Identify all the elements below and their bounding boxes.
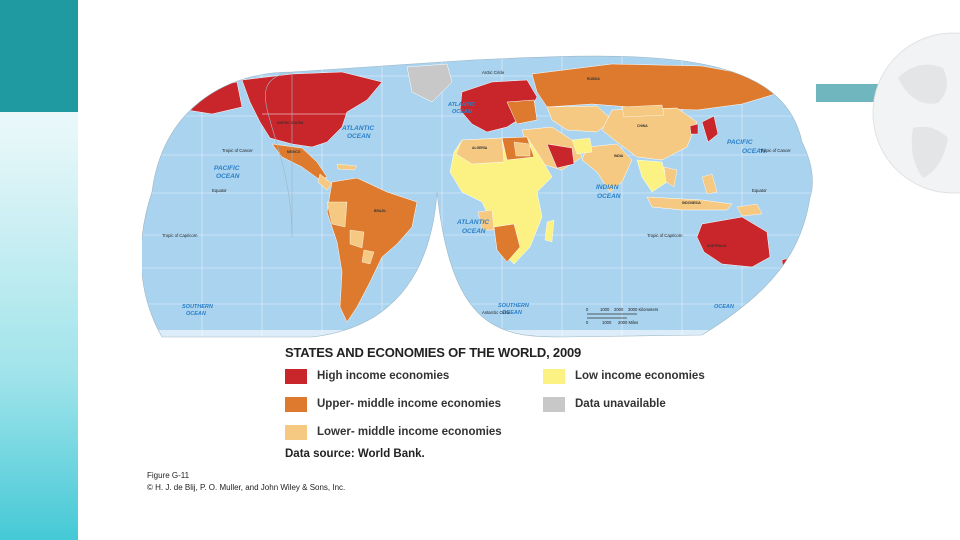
world-map: ATLANTIC OCEAN ATLANTIC OCEAN PACIFIC OCEAN… [140,52,822,347]
legend-swatch [285,369,307,384]
svg-text:3000 Kilometers: 3000 Kilometers [628,307,658,312]
equator-east-label: Equator [752,188,767,193]
figure-credits: Figure G-11 © H. J. de Blij, P. O. Mulle… [147,470,345,494]
india-label: INDIA [614,154,624,158]
svg-text:1000: 1000 [602,320,612,325]
legend-swatch [285,425,307,440]
legend-item-data-unavailable: Data unavailable [543,397,743,413]
legend-item-high-income: High income economies [285,369,525,385]
atlantic-north-label: ATLANTIC OCEAN [341,125,374,140]
russia-label: RUSSIA [587,77,600,81]
tropic-capricorn-west-label: Tropic of Capricorn [162,233,198,238]
legend-label: Upper- middle income economies [317,398,502,410]
legend-item-upper-middle-income: Upper- middle income economies [285,397,525,413]
tropic-capricorn-east-label: Tropic of Capricorn [647,233,683,238]
tropic-cancer-east-label: Tropic of Cancer [760,148,791,153]
brazil-label: BRAZIL [374,209,386,213]
mexico-label: MEXICO [287,150,301,154]
indonesia-label: INDONESIA [682,201,701,205]
algeria-label: ALGERIA [472,146,488,150]
legend-label: Low income economies [575,370,705,382]
map-legend: STATES AND ECONOMIES OF THE WORLD, 2009 … [285,345,745,475]
legend-item-lower-middle-income: Lower- middle income economies [285,425,525,441]
map-title: STATES AND ECONOMIES OF THE WORLD, 2009 [285,345,582,360]
svg-text:2000 Miles: 2000 Miles [618,320,638,325]
legend-label: Data unavailable [575,398,666,410]
globe-watermark-icon [872,32,960,194]
legend-swatch [285,397,307,412]
usa-label: UNITED STATES [277,121,304,125]
legend-swatch [543,369,565,384]
legend-item-low-income: Low income economies [543,369,743,385]
svg-text:0: 0 [586,307,589,312]
svg-text:0: 0 [586,320,589,325]
indian-ocean-label: INDIAN OCEAN [596,184,621,200]
svg-text:2000: 2000 [614,307,624,312]
southern-west-label: SOUTHERN OCEAN [182,304,214,317]
map-ocean [142,56,813,337]
tropic-cancer-west-label: Tropic of Cancer [222,148,253,153]
figure-label: Figure G-11 [147,471,190,480]
legend-label: High income economies [317,370,450,382]
pacific-east-label: PACIFIC OCEAN [727,139,766,155]
pacific-west-label: PACIFIC OCEAN [214,165,240,180]
data-source-note: Data source: World Bank. [285,448,425,460]
atlantic-north-2-label: ATLANTIC OCEAN [447,102,476,115]
legend-label: Lower- middle income economies [317,426,502,438]
australia-label: AUSTRALIA [707,244,727,248]
southern-east-label: OCEAN [714,304,735,310]
svg-text:1000: 1000 [600,307,610,312]
legend-swatch [543,397,565,412]
left-accent-block [0,0,78,112]
china-label: CHINA [637,124,648,128]
antarctic-circle-label: Antarctic Circle [482,310,511,315]
arctic-circle-label: Arctic Circle [482,70,505,75]
southern-mid-label: SOUTHERN OCEAN [498,303,530,316]
equator-west-label: Equator [212,188,227,193]
copyright-line: © H. J. de Blij, P. O. Muller, and John … [147,483,346,492]
atlantic-south-label: ATLANTIC OCEAN [456,219,489,235]
scale-bar: 0 1000 2000 3000 Kilometers 0 1000 2000 … [586,307,658,325]
